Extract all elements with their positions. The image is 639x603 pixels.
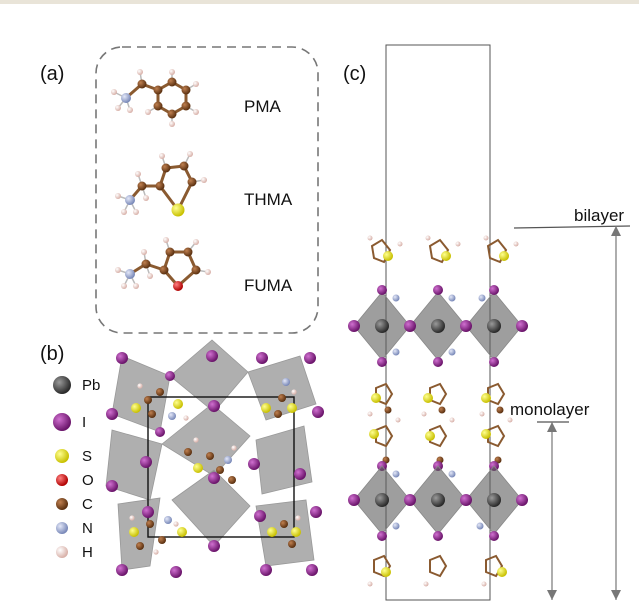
legend-label-i: I [82, 414, 86, 431]
legend-label-c: C [82, 496, 93, 513]
legend-label-h: H [82, 544, 93, 561]
legend-label-s: S [82, 448, 92, 465]
crystal-structure-b [105, 339, 324, 578]
legend-label-pb: Pb [82, 377, 100, 394]
legend-swatch-n [56, 522, 68, 534]
thma-molecule [115, 151, 207, 217]
molecule-label-fuma: FUMA [244, 276, 293, 295]
molecule-label-pma: PMA [244, 97, 282, 116]
legend-swatch-c [56, 498, 68, 510]
crystal-structure-c [348, 235, 528, 587]
legend-swatch-i [53, 413, 71, 431]
legend-swatch-o [56, 474, 68, 486]
top-border [0, 0, 639, 4]
monolayer-annotation [537, 421, 569, 600]
element-legend: Pb I S O C N H [53, 376, 100, 561]
legend-label-o: O [82, 472, 94, 489]
molecule-label-thma: THMA [244, 190, 293, 209]
bilayer-annotation [513, 225, 631, 600]
legend-swatch-s [55, 449, 69, 463]
panel-c-label: (c) [343, 63, 366, 85]
panel-a-label: (a) [40, 63, 64, 85]
legend-label-n: N [82, 520, 93, 537]
molecule-box [95, 46, 319, 334]
monolayer-label: monolayer [510, 400, 590, 419]
pma-molecule [111, 69, 199, 127]
fuma-molecule [115, 237, 211, 291]
panel-b-label: (b) [40, 343, 64, 365]
bilayer-label: bilayer [574, 206, 624, 225]
legend-swatch-h [56, 546, 68, 558]
legend-swatch-pb [53, 376, 71, 394]
